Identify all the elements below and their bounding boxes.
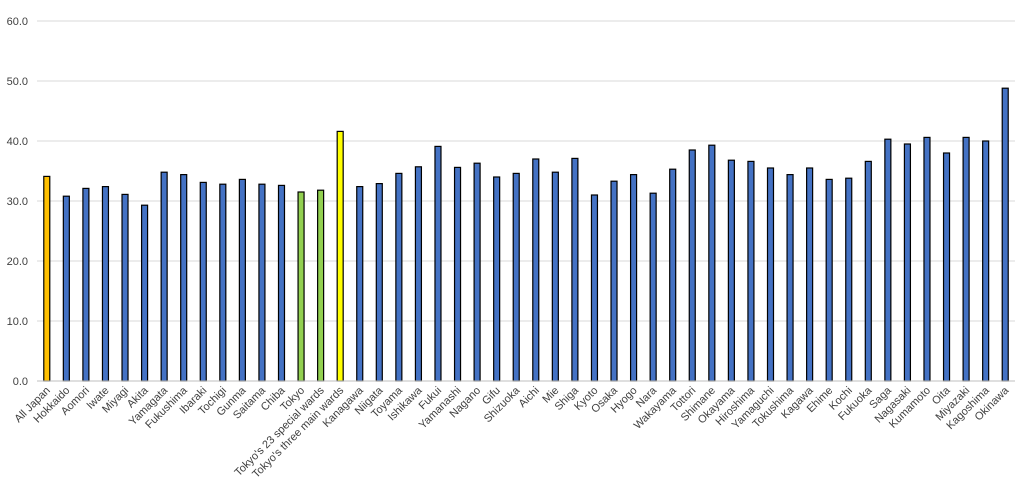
y-tick-label: 30.0	[7, 196, 28, 208]
bar	[453, 166, 462, 382]
y-tick-label: 10.0	[7, 316, 28, 328]
y-tick-label: 50.0	[7, 76, 28, 88]
bar	[434, 145, 442, 382]
bar	[258, 183, 266, 382]
bar	[629, 174, 638, 382]
y-tick-label: 60.0	[7, 16, 28, 28]
bar	[845, 177, 853, 382]
bar	[884, 138, 892, 382]
bar	[238, 178, 246, 382]
bar	[1001, 87, 1009, 382]
bar	[942, 152, 951, 382]
bar	[493, 176, 501, 382]
bar	[512, 172, 520, 382]
y-tick-label: 40.0	[7, 136, 28, 148]
bar	[610, 180, 618, 382]
bar	[43, 175, 51, 382]
bar	[101, 186, 110, 382]
bar	[571, 157, 579, 382]
bar	[747, 160, 755, 382]
bar	[140, 204, 149, 382]
bar	[62, 195, 70, 382]
bar	[806, 167, 814, 382]
x-axis-category-labels: All JapanHokkaidoAomoriIwateMiyagiAkitaY…	[12, 384, 1012, 481]
bar	[864, 160, 872, 382]
y-axis-tick-labels: 0.0 10.0 20.0 30.0 40.0 50.0 60.0	[7, 16, 28, 388]
bar	[297, 191, 305, 382]
bar	[923, 136, 931, 382]
bar	[649, 192, 657, 382]
bar	[688, 149, 696, 382]
bar	[825, 178, 833, 382]
bar	[903, 143, 912, 382]
bar	[356, 186, 364, 382]
bar	[180, 174, 188, 382]
bar	[82, 187, 90, 382]
bars	[43, 87, 1009, 382]
bar	[219, 183, 227, 382]
bar	[121, 193, 129, 382]
y-tick-label: 0.0	[13, 376, 28, 388]
bar	[708, 144, 716, 382]
y-tick-label: 20.0	[7, 256, 28, 268]
bar	[375, 183, 383, 382]
bar	[414, 166, 423, 382]
bar	[317, 189, 325, 382]
bar	[669, 168, 677, 382]
bar	[336, 130, 344, 382]
bar	[786, 174, 794, 382]
x-category-label: Aichi	[517, 385, 542, 410]
bar	[277, 184, 286, 382]
bar	[199, 181, 207, 382]
bar	[395, 172, 403, 382]
bar	[766, 167, 775, 382]
bar	[962, 136, 970, 382]
bar	[532, 158, 540, 382]
bar	[590, 194, 599, 382]
bar	[160, 171, 168, 382]
bar	[727, 159, 735, 382]
bar	[473, 162, 481, 382]
bar	[551, 171, 559, 382]
bar	[982, 140, 990, 382]
